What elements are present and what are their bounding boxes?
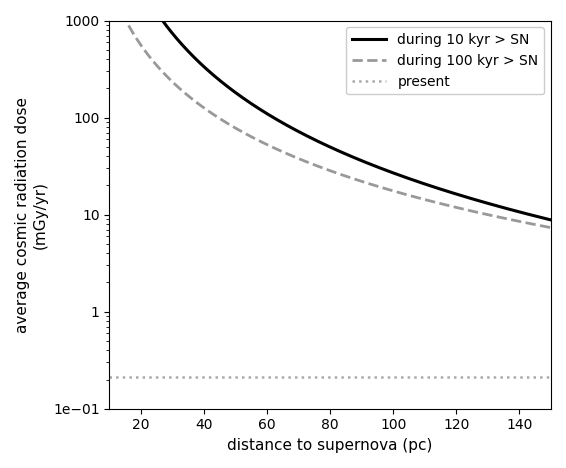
during 100 kyr > SN <box>535 222 542 228</box>
Legend: during 10 kyr > SN, during 100 kyr > SN, present: during 10 kyr > SN, during 100 kyr > SN,… <box>346 28 544 95</box>
present <box>78 375 84 380</box>
during 10 kyr > SN <box>309 136 316 141</box>
Line: during 100 kyr > SN: during 100 kyr > SN <box>109 0 551 227</box>
during 100 kyr > SN <box>128 28 135 34</box>
during 10 kyr > SN <box>454 191 461 197</box>
during 100 kyr > SN <box>309 161 316 167</box>
during 10 kyr > SN <box>534 214 541 219</box>
during 100 kyr > SN <box>321 166 328 171</box>
during 10 kyr > SN <box>547 217 554 223</box>
during 10 kyr > SN <box>535 214 542 219</box>
during 100 kyr > SN <box>547 225 554 230</box>
Line: during 10 kyr > SN: during 10 kyr > SN <box>109 0 551 220</box>
during 100 kyr > SN <box>454 205 461 211</box>
present <box>74 375 81 380</box>
Y-axis label: average cosmic radiation dose
(mGy/yr): average cosmic radiation dose (mGy/yr) <box>15 96 48 333</box>
during 100 kyr > SN <box>534 222 541 228</box>
X-axis label: distance to supernova (pc): distance to supernova (pc) <box>228 438 433 453</box>
during 10 kyr > SN <box>321 141 328 147</box>
